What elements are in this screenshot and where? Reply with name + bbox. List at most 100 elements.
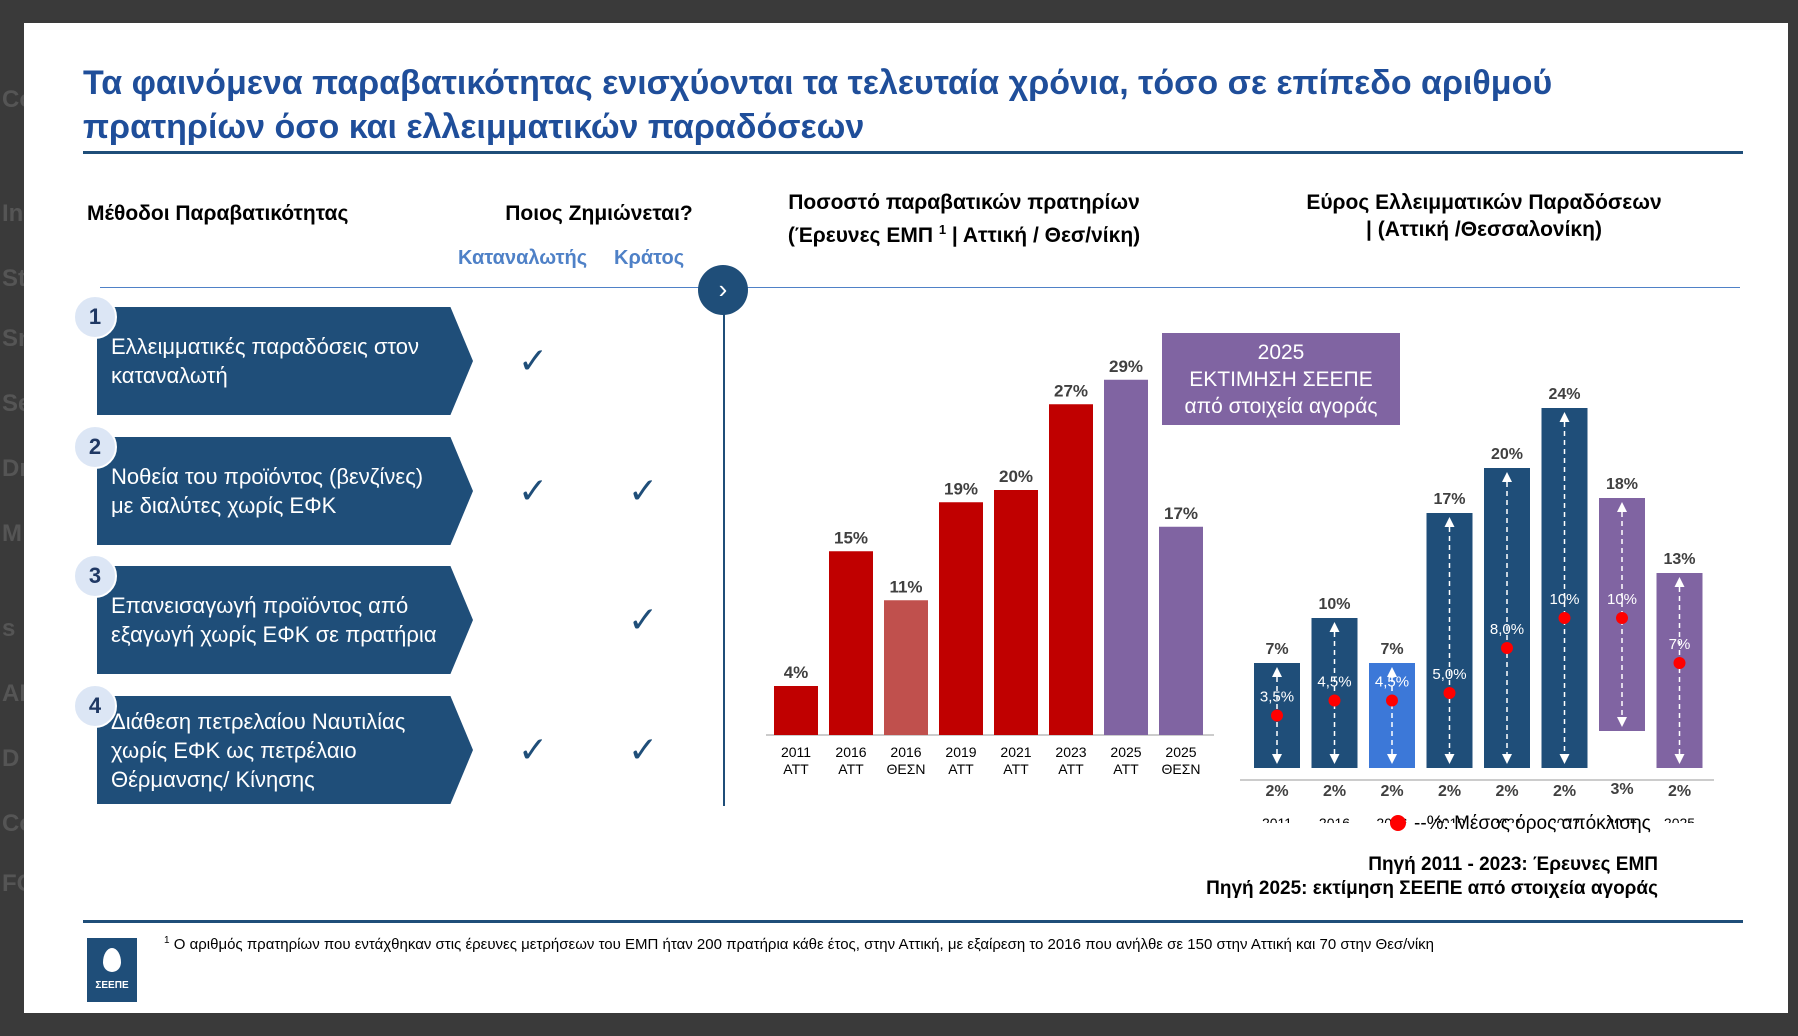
slide-title: Τα φαινόμενα παραβατικότητας ενισχύονται…: [83, 64, 1553, 146]
state-col-header: Κράτος: [614, 247, 685, 269]
method-item-1: Ελλειμματικές παραδόσεις στον καταναλωτή: [97, 307, 473, 415]
arrow-down-icon: [1387, 754, 1397, 764]
arrow-down-icon: [1559, 754, 1570, 764]
chart1-value-label: 20%: [999, 467, 1033, 486]
chart2-average-label: 7%: [1669, 636, 1691, 653]
chart2-average-label: 8,0%: [1490, 621, 1524, 638]
chart1-violating-stations: 4%2011ΑΤΤ15%2016ΑΤΤ11%2016ΘΕΣΝ19%2019ΑΤΤ…: [766, 357, 1214, 777]
chart2-high-label: 13%: [1663, 551, 1695, 568]
chart2-category-label: 2016: [1319, 815, 1350, 823]
chart1-value-label: 15%: [834, 528, 868, 547]
chart2-average-dot: [1271, 709, 1283, 722]
chart1-category-label: 2021: [1000, 744, 1031, 760]
chart1-category-label: 2019: [945, 744, 976, 760]
chart1-value-label: 11%: [889, 577, 922, 596]
footer-rule: [83, 920, 1743, 923]
background-fragment: s: [2, 615, 16, 642]
chart2-deficit-range: 3,5%7%2%2011ΑΤΤ4,5%10%2%2016ΑΤΤ4,5%7%2%2…: [1240, 386, 1714, 823]
footnote: 1 Ο αριθμός πρατηρίων που εντάχθηκαν στι…: [164, 935, 1435, 953]
arrow-up-icon: [1502, 472, 1512, 482]
chevron-right-icon: ›: [698, 265, 748, 315]
method-number-badge: 2: [73, 425, 117, 469]
arrow-down-icon: [1272, 754, 1282, 764]
chart1-value-label: 27%: [1054, 381, 1088, 400]
arrow-down-icon: [1674, 754, 1685, 764]
chart2-legend: --%: Μέσος όρος απόκλισης: [1390, 813, 1651, 835]
chart1-category-label: 2025: [1165, 744, 1196, 760]
estimate-box: 2025 ΕΚΤΙΜΗΣΗ ΣΕΕΠΕ από στοιχεία αγοράς: [1162, 333, 1400, 425]
checkmark-icon: ✓: [518, 470, 549, 511]
chart1-category-label: ΑΤΤ: [1003, 761, 1029, 777]
chart1-bar: [1104, 379, 1148, 735]
chart2-average-dot: [1558, 612, 1571, 624]
chart2-category-label: 2023: [1549, 815, 1580, 823]
chart2-low-label: 2%: [1668, 783, 1691, 800]
checkmark-icon: ✓: [628, 729, 659, 770]
chart1-bar: [1049, 404, 1093, 735]
chart2-range-bar: [1311, 618, 1358, 768]
method-item-2: Νοθεία του προϊόντος (βενζίνες) με διαλύ…: [97, 437, 473, 545]
chart1-category-label: 2023: [1055, 744, 1086, 760]
arrow-up-icon: [1387, 667, 1397, 677]
chart1-value-label: 19%: [944, 479, 978, 498]
chart2-average-label: 10%: [1607, 591, 1637, 608]
chart1-category-label: 2011: [781, 744, 811, 760]
chart2-average-label: 4,5%: [1375, 674, 1409, 691]
chart1-bar: [829, 551, 873, 735]
chart2-average-dot: [1328, 694, 1341, 707]
chart2-average-dot: [1386, 694, 1398, 707]
vertical-divider: [723, 306, 725, 806]
chart1-category-label: ΘΕΣΝ: [887, 761, 926, 777]
slide: Τα φαινόμενα παραβατικότητας ενισχύονται…: [24, 23, 1788, 1013]
chart2-high-label: 10%: [1318, 596, 1350, 613]
chart2-average-dot: [1443, 687, 1456, 699]
method-text: Επανεισαγωγή προϊόντος από εξαγωγή χωρίς…: [111, 593, 437, 647]
chart1-bar: [1159, 526, 1203, 735]
chart1-category-label: 2025: [1110, 744, 1141, 760]
arrow-up-icon: [1444, 517, 1455, 527]
chart1-bar: [774, 686, 818, 735]
chart1-category-label: ΑΤΤ: [783, 761, 809, 777]
chart1-bar: [994, 490, 1038, 735]
method-item-4: Διάθεση πετρελαίου Ναυτιλίας χωρίς ΕΦΚ ω…: [97, 696, 473, 804]
chart2-category-label: 2025: [1664, 815, 1695, 823]
chart2-average-dot: [1616, 612, 1628, 624]
chart2-high-label: 17%: [1433, 491, 1465, 508]
chart1-title: Ποσοστό παραβατικών πρατηρίων (Έρευνες Ε…: [787, 191, 1141, 247]
chart1-category-label: ΑΤΤ: [948, 761, 974, 777]
arrow-up-icon: [1272, 667, 1282, 677]
arrow-down-icon: [1502, 754, 1512, 764]
checkmark-icon: ✓: [628, 470, 659, 511]
chart2-low-label: 2%: [1380, 783, 1403, 800]
who-header: Ποιος Ζημιώνεται?: [505, 202, 693, 225]
method-number-badge: 4: [73, 684, 117, 728]
method-number-badge: 1: [73, 295, 117, 339]
chart1-category-label: 2016: [890, 744, 921, 760]
arrow-down-icon: [1444, 754, 1455, 764]
chart1-category-label: ΑΤΤ: [1113, 761, 1139, 777]
arrow-up-icon: [1329, 622, 1340, 632]
source-note: Πηγή 2011 - 2023: Έρευνες ΕΜΠ Πηγή 2025:…: [1206, 854, 1658, 899]
chart1-category-label: ΑΤΤ: [838, 761, 864, 777]
method-item-3: Επανεισαγωγή προϊόντος από εξαγωγή χωρίς…: [97, 566, 473, 674]
chart1-value-label: 4%: [784, 663, 809, 682]
chart2-title: Εύρος Ελλειμματικών Παραδόσεων | (Αττική…: [1306, 191, 1662, 241]
chart1-value-label: 29%: [1109, 357, 1143, 376]
seepe-logo: ΣΕΕΠΕ: [87, 938, 137, 1002]
background-fragment: St: [2, 265, 26, 292]
chart1-bar: [939, 502, 983, 735]
chart2-low-label: 2%: [1323, 783, 1346, 800]
chart2-category-label: 2021: [1491, 815, 1522, 823]
checkmark-icon: ✓: [628, 599, 659, 640]
title-underline: [83, 151, 1743, 154]
chart2-low-label: 2%: [1495, 783, 1518, 800]
chart1-category-label: ΘΕΣΝ: [1162, 761, 1201, 777]
drop-icon: [103, 948, 121, 972]
section-divider: [100, 287, 1740, 288]
chart2-average-label: 5,0%: [1432, 666, 1466, 683]
chart2-low-label: 2%: [1265, 783, 1288, 800]
chart2-high-label: 24%: [1548, 386, 1580, 403]
background-fragment: D: [2, 745, 20, 772]
chart2-average-dot: [1673, 657, 1686, 669]
background-fragment: M: [2, 520, 22, 547]
